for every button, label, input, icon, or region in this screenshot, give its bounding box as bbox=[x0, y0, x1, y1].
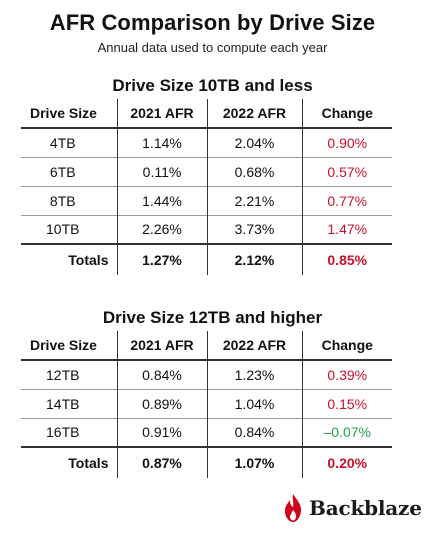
table-header-row: Drive Size 2021 AFR 2022 AFR Change bbox=[21, 99, 392, 129]
afr-2022-cell: 3.73% bbox=[207, 214, 303, 244]
total-afr-2022-cell: 1.07% bbox=[207, 446, 303, 478]
drive-size-cell: 14TB bbox=[21, 388, 118, 418]
table-row: 8TB 1.44% 2.21% 0.77% bbox=[21, 185, 392, 215]
drive-size-cell: 12TB bbox=[21, 360, 118, 389]
afr-2021-cell: 1.14% bbox=[117, 128, 208, 157]
table-row: 4TB 1.14% 2.04% 0.90% bbox=[21, 128, 392, 157]
column-header-2022-afr: 2022 AFR bbox=[207, 99, 303, 129]
page-title: AFR Comparison by Drive Size bbox=[49, 10, 376, 35]
afr-2022-cell: 0.68% bbox=[207, 156, 303, 186]
column-header-drive-size: Drive Size bbox=[21, 331, 118, 361]
totals-row: Totals 0.87% 1.07% 0.20% bbox=[21, 446, 392, 478]
column-header-2022-afr: 2022 AFR bbox=[207, 331, 303, 361]
change-cell: –0.07% bbox=[302, 417, 392, 447]
total-change-cell: 0.20% bbox=[302, 446, 392, 478]
afr-2021-cell: 1.44% bbox=[117, 185, 208, 215]
column-header-change: Change bbox=[302, 331, 392, 361]
change-cell: 0.15% bbox=[302, 388, 392, 418]
table-row: 10TB 2.26% 3.73% 1.47% bbox=[21, 214, 392, 244]
change-cell: 0.39% bbox=[327, 366, 368, 383]
flame-icon bbox=[285, 494, 301, 522]
change-cell: 0.77% bbox=[302, 185, 392, 215]
totals-label: Totals bbox=[21, 446, 118, 478]
table-row: 6TB 0.11% 0.68% 0.57% bbox=[21, 156, 392, 186]
drive-size-cell: 16TB bbox=[21, 417, 118, 447]
section-title-12tb-and-higher: Drive Size 12TB and higher bbox=[102, 308, 323, 327]
change-cell: 0.90% bbox=[327, 134, 368, 151]
afr-table-10tb-and-less: Drive Size 2021 AFR 2022 AFR Change 4TB 1… bbox=[21, 99, 392, 275]
change-cell: 0.57% bbox=[302, 156, 392, 186]
afr-2022-cell: 2.21% bbox=[207, 185, 303, 215]
column-header-2021-afr: 2021 AFR bbox=[117, 331, 208, 361]
change-cell: 1.47% bbox=[302, 214, 392, 244]
page-subtitle: Annual data used to compute each year bbox=[97, 40, 328, 55]
table-row: 14TB 0.89% 1.04% 0.15% bbox=[21, 388, 392, 418]
totals-row: Totals 1.27% 2.12% 0.85% bbox=[21, 243, 392, 275]
brand-name: Backblaze bbox=[309, 496, 422, 520]
afr-2022-cell: 1.23% bbox=[207, 360, 303, 389]
column-header-change: Change bbox=[302, 99, 392, 129]
afr-2021-cell: 0.11% bbox=[117, 156, 208, 186]
total-afr-2021-cell: 1.27% bbox=[117, 243, 208, 275]
afr-2021-cell: 0.89% bbox=[117, 388, 208, 418]
column-header-2021-afr: 2021 AFR bbox=[117, 99, 208, 129]
total-afr-2022-cell: 2.12% bbox=[207, 243, 303, 275]
drive-size-cell: 4TB bbox=[21, 128, 118, 157]
totals-label: Totals bbox=[21, 243, 118, 275]
afr-2021-cell: 2.26% bbox=[117, 214, 208, 244]
column-header-drive-size: Drive Size bbox=[21, 99, 118, 129]
afr-2022-cell: 2.04% bbox=[207, 128, 303, 157]
afr-2021-cell: 0.91% bbox=[117, 417, 208, 447]
section-title-10tb-and-less: Drive Size 10TB and less bbox=[112, 76, 313, 95]
table-header-row: Drive Size 2021 AFR 2022 AFR Change bbox=[21, 331, 392, 361]
afr-2021-cell: 0.84% bbox=[117, 360, 208, 389]
table-row: 12TB 0.84% 1.23% 0.39% bbox=[21, 360, 392, 389]
drive-size-cell: 8TB bbox=[21, 185, 118, 215]
table-row: 16TB 0.91% 0.84% –0.07% bbox=[21, 417, 392, 447]
afr-2022-cell: 1.04% bbox=[207, 388, 303, 418]
afr-2022-cell: 0.84% bbox=[207, 417, 303, 447]
total-change-cell: 0.85% bbox=[302, 243, 392, 275]
drive-size-cell: 10TB bbox=[21, 214, 118, 244]
total-afr-2021-cell: 0.87% bbox=[117, 446, 208, 478]
backblaze-logo: Backblaze bbox=[283, 491, 422, 525]
drive-size-cell: 6TB bbox=[21, 156, 118, 186]
afr-table-12tb-and-higher: Drive Size 2021 AFR 2022 AFR Change 12TB… bbox=[21, 331, 392, 478]
